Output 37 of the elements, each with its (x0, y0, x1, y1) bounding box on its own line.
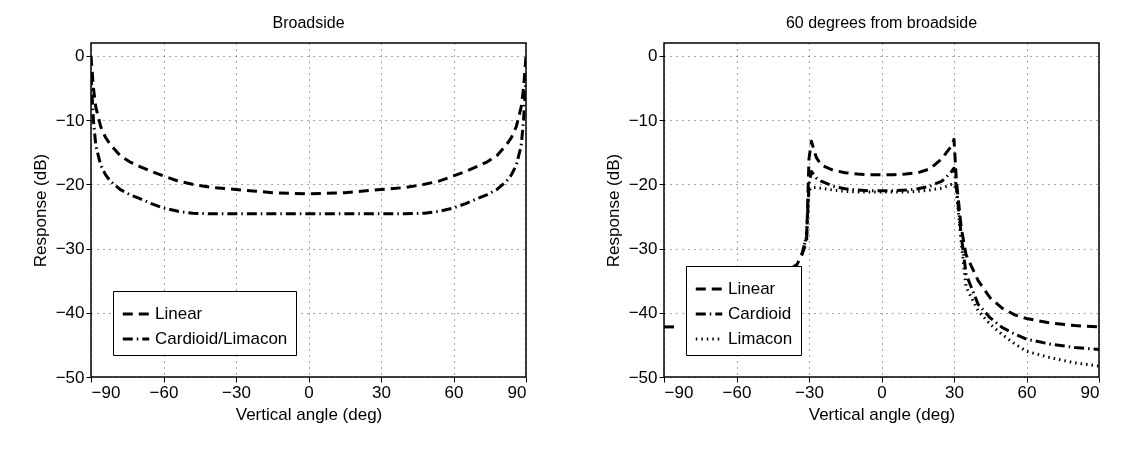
x-axis-title: Vertical angle (deg) (808, 404, 956, 424)
y-tick-label: −40 (628, 303, 658, 323)
chart-title: Broadside (272, 14, 345, 31)
x-tick-label: −60 (149, 382, 179, 402)
legend-label: Linear (728, 279, 776, 298)
y-tick-label: −10 (55, 110, 85, 130)
x-tick-label: 90 (1080, 382, 1100, 402)
legend-label: Cardioid/Limacon (155, 329, 288, 348)
y-axis-title: Response (dB) (30, 153, 50, 268)
y-tick-label: −30 (628, 239, 658, 259)
y-axis-title: Response (dB) (603, 153, 623, 268)
x-tick-label: 0 (877, 382, 887, 402)
y-tick-label: −30 (55, 239, 85, 259)
legend-label: Linear (155, 304, 203, 323)
x-tick-label: 30 (945, 382, 964, 402)
x-tick-label: 60 (444, 382, 464, 402)
x-tick-label: −90 (91, 382, 121, 402)
x-axis-title: Vertical angle (deg) (235, 404, 383, 424)
x-tick-label: 60 (1017, 382, 1037, 402)
x-tick-label: 30 (372, 382, 391, 402)
x-tick-label: −90 (664, 382, 694, 402)
y-tick-label: −40 (55, 303, 85, 323)
x-tick-label: −60 (722, 382, 752, 402)
y-tick-label: −20 (628, 174, 658, 194)
y-tick-label: 0 (648, 46, 658, 66)
x-tick-label: −30 (222, 382, 251, 402)
y-tick-label: −10 (628, 110, 658, 130)
y-tick-label: −50 (628, 367, 658, 387)
x-tick-label: 0 (304, 382, 314, 402)
chart-title: 60 degrees from broadside (785, 14, 978, 31)
x-tick-label: 90 (507, 382, 527, 402)
legend-label: Limacon (728, 329, 793, 348)
x-tick-label: −30 (795, 382, 824, 402)
y-tick-label: 0 (75, 46, 85, 66)
y-tick-label: −50 (55, 367, 85, 387)
legend-label: Cardioid (728, 304, 792, 323)
y-tick-label: −20 (55, 174, 85, 194)
